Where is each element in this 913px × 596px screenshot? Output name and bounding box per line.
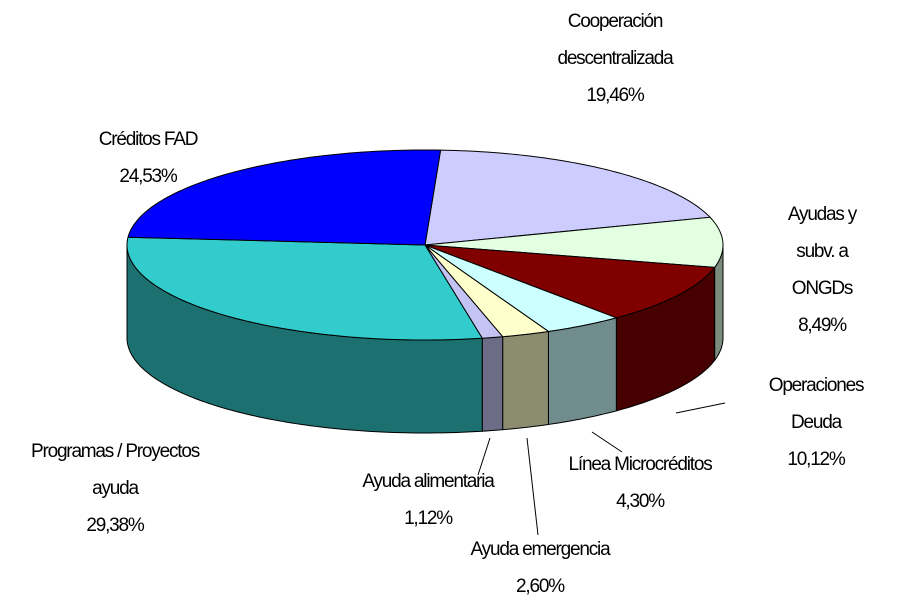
slice-label: Línea Microcréditos 4,30% bbox=[568, 446, 713, 520]
slice bbox=[126, 236, 484, 341]
slice bbox=[424, 244, 618, 332]
leader-line bbox=[477, 437, 491, 476]
slice bbox=[424, 216, 724, 268]
slice bbox=[424, 149, 712, 246]
value-label: 4,30% bbox=[616, 491, 665, 512]
slice-side bbox=[547, 317, 617, 426]
value-label: 2,60% bbox=[516, 576, 565, 596]
category-label: Operaciones Deuda bbox=[768, 375, 865, 433]
value-label: 10,12% bbox=[787, 449, 845, 470]
category-label: Créditos FAD bbox=[98, 129, 199, 150]
category-label: Ayuda emergencia bbox=[470, 539, 611, 560]
value-label: 19,46% bbox=[586, 85, 644, 106]
slice-side bbox=[502, 330, 549, 431]
leader-line bbox=[526, 437, 539, 536]
slice-label: Créditos FAD 24,53% bbox=[98, 121, 199, 195]
slice-label: Ayuda alimentaria 1,12% bbox=[362, 463, 495, 537]
slice bbox=[127, 149, 442, 246]
value-label: 1,12% bbox=[404, 508, 453, 529]
category-label: Programas / Proyectos ayuda bbox=[30, 441, 200, 499]
value-label: 24,53% bbox=[119, 166, 177, 187]
slice-side bbox=[481, 336, 504, 432]
leader-line bbox=[675, 402, 726, 414]
slice-label: Ayuda emergencia 2,60% bbox=[470, 531, 611, 596]
slice bbox=[424, 244, 504, 339]
slice bbox=[424, 244, 550, 338]
slice-label: Programas / Proyectos ayuda 29,38% bbox=[30, 433, 200, 544]
slice-label: Ayudas y subv. a ONGDs 8,49% bbox=[777, 196, 868, 344]
category-label: Ayuda alimentaria bbox=[362, 471, 495, 492]
value-label: 29,38% bbox=[86, 515, 144, 536]
category-label: Línea Microcréditos bbox=[568, 454, 713, 475]
leader-line bbox=[591, 431, 623, 453]
category-label: Ayudas y subv. a ONGDs bbox=[787, 204, 857, 299]
slice bbox=[424, 244, 716, 319]
slice-label: Cooperación descentralizada 19,46% bbox=[557, 3, 673, 114]
category-label: Cooperación descentralizada bbox=[557, 11, 673, 69]
value-label: 8,49% bbox=[798, 315, 847, 336]
slice-label: Operaciones Deuda 10,12% bbox=[768, 367, 865, 478]
